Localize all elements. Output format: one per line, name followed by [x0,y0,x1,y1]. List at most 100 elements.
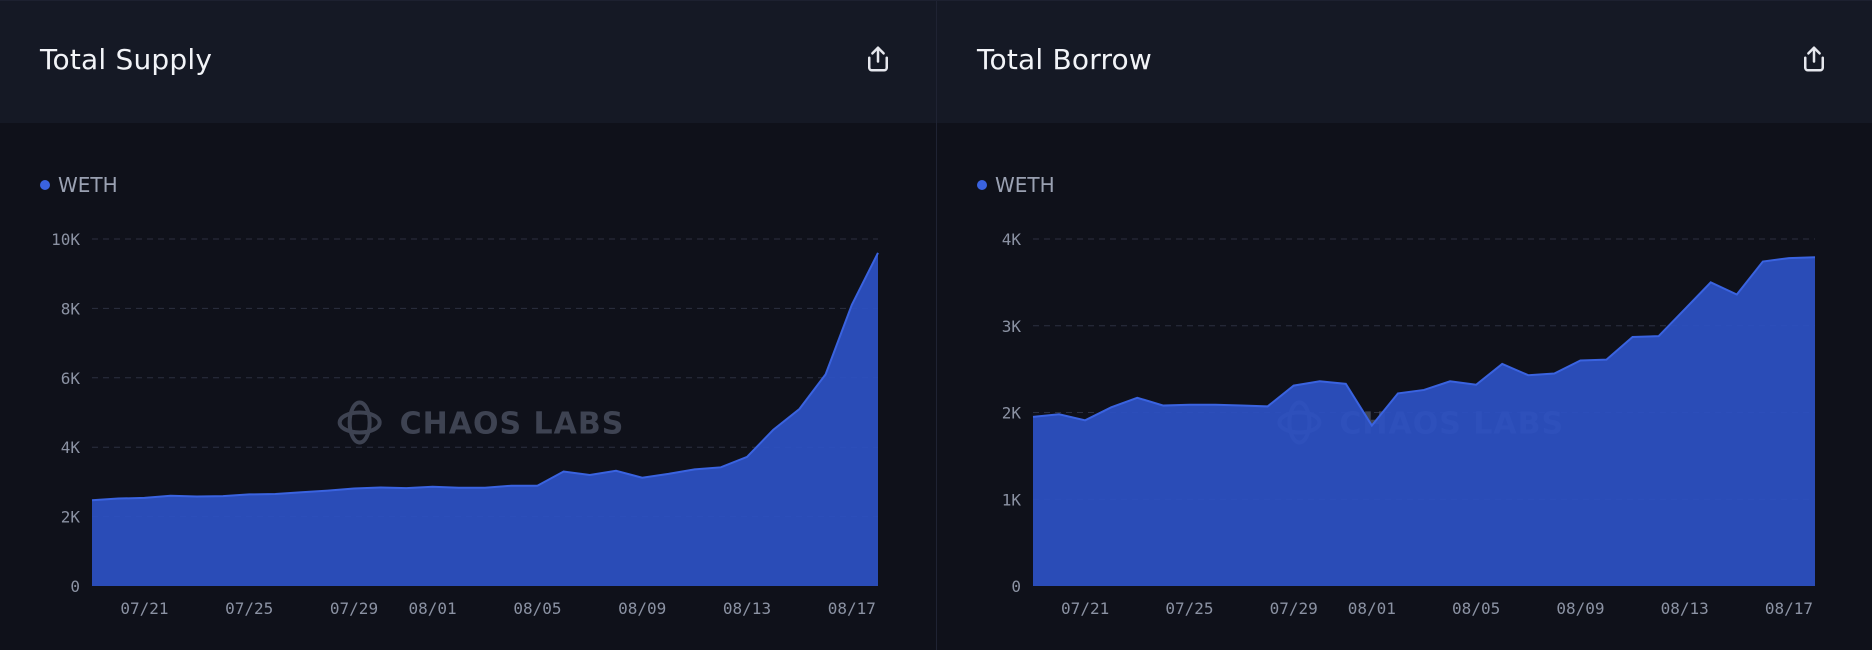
data-point [510,484,513,487]
data-point [1814,256,1817,259]
legend-label: WETH [995,173,1055,197]
data-point [588,473,591,476]
x-tick-label: 08/09 [1556,599,1604,618]
x-tick-label: 08/01 [409,599,457,618]
data-point [457,486,460,489]
data-point [1683,308,1686,311]
data-point [1735,293,1738,296]
data-point [1292,384,1295,387]
data-point [850,303,853,306]
x-tick-label: 08/09 [618,599,666,618]
watermark-text: CHAOS LABS [400,407,625,442]
chart-area: WETH 0 2K 4K 6K 8K 10K CHAOS LABS 07/21 07/25 07/… [0,123,936,650]
watermark-logo-icon [337,410,382,435]
data-point [1032,415,1035,418]
data-point [91,499,94,502]
total-supply-panel: Total Supply WETH 0 2K 4K 6K 8K 10K CHAOS LABS… [0,1,936,650]
panel-title: Total Borrow [977,42,1152,76]
y-tick-label: 2K [1002,404,1022,423]
y-tick-label: 10K [51,230,80,249]
data-point [1657,335,1660,338]
chaos-labs-watermark: CHAOS LABS [337,400,625,445]
y-tick-label: 0 [1011,577,1021,596]
data-point [1787,257,1790,260]
x-tick-label: 08/17 [828,599,876,618]
data-point [1136,396,1139,399]
data-point [1240,404,1243,407]
series-line-weth [1032,256,1816,428]
x-tick-label: 08/01 [1348,599,1396,618]
data-point [1605,358,1608,361]
legend-dot [40,180,50,190]
series-area-weth [1033,257,1815,586]
data-point [169,494,172,497]
data-point [405,487,408,490]
share-upload-icon[interactable] [1794,39,1834,79]
data-point [562,470,565,473]
data-point [798,408,801,411]
data-point [693,468,696,471]
x-tick-label: 07/25 [1165,599,1213,618]
data-point [379,486,382,489]
x-tick-label: 08/05 [513,599,561,618]
chart-area: WETH 01K2K3K4KCHAOS LABS07/2107/2507/290… [937,123,1872,650]
data-point [1162,404,1165,407]
series-line-weth [91,252,879,502]
y-tick-label: 6K [61,369,81,388]
x-tick-label: 07/29 [1270,599,1318,618]
series-area-weth [92,252,878,586]
data-point [1110,406,1113,409]
total-supply-chart[interactable]: 0 2K 4K 6K 8K 10K CHAOS LABS 07/21 07/25 07/29 08/… [0,123,935,650]
data-point [1318,380,1321,383]
data-point [248,493,251,496]
data-point [274,493,277,496]
data-point [824,373,827,376]
data-point [877,251,880,254]
x-tick-label: 07/29 [330,599,378,618]
data-point [1501,362,1504,365]
data-point [1709,281,1712,284]
data-point [615,469,618,472]
data-point [431,485,434,488]
data-point [667,472,670,475]
y-tick-label: 4K [61,438,81,457]
data-point [353,487,356,490]
x-tick-label: 08/13 [1661,599,1709,618]
x-tick-label: 07/25 [225,599,273,618]
data-point [641,476,644,479]
data-point [484,486,487,489]
y-tick-label: 1K [1002,490,1022,509]
data-point [117,497,120,500]
total-borrow-chart[interactable]: 01K2K3K4KCHAOS LABS07/2107/2507/2908/010… [937,123,1872,650]
panel-header: Total Supply [0,1,936,123]
data-point [1761,260,1764,263]
data-point [772,428,775,431]
panel-header: Total Borrow [937,1,1872,123]
data-point [222,495,225,498]
y-tick-label: 4K [1002,230,1022,249]
data-point [1396,392,1399,395]
data-point [1370,424,1373,427]
data-point [1266,405,1269,408]
chart-legend[interactable]: WETH [977,173,1055,197]
x-tick-label: 07/21 [120,599,168,618]
data-point [1449,380,1452,383]
chart-legend[interactable]: WETH [40,173,118,197]
data-point [326,489,329,492]
data-point [300,491,303,494]
legend-dot [977,180,987,190]
x-tick-label: 07/21 [1061,599,1109,618]
data-point [1084,419,1087,422]
data-point [746,455,749,458]
x-tick-label: 08/17 [1765,599,1813,618]
data-point [1475,383,1478,386]
data-point [1058,413,1061,416]
panel-title: Total Supply [40,42,213,76]
share-upload-icon[interactable] [858,39,898,79]
y-tick-label: 3K [1002,317,1022,336]
data-point [1579,359,1582,362]
legend-label: WETH [58,173,118,197]
y-tick-label: 0 [70,577,80,596]
data-point [1423,388,1426,391]
